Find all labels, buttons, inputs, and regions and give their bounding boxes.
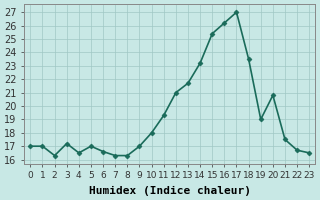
X-axis label: Humidex (Indice chaleur): Humidex (Indice chaleur)	[89, 186, 251, 196]
